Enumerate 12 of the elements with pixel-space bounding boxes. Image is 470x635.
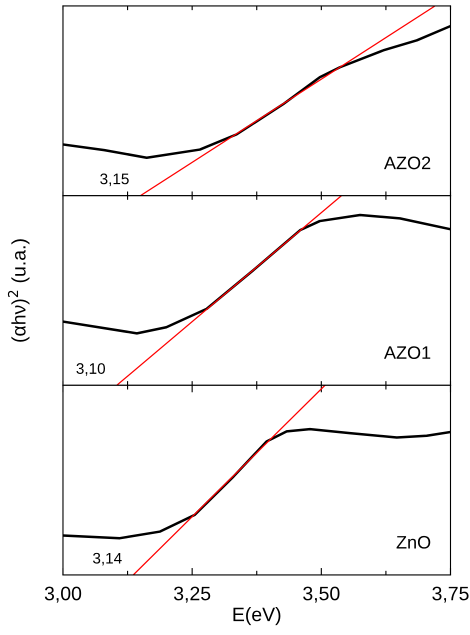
x-axis-title: E(eV): [233, 607, 280, 626]
annotation: AZO1: [384, 346, 430, 359]
annotation: 3,14: [92, 552, 122, 566]
x-tick-label: 3,50: [303, 586, 340, 603]
x-tick-label: 3,25: [174, 586, 210, 603]
annotation: 3,10: [76, 363, 106, 376]
y-axis-title: (αhν)$^{2}$ (u.a.): [8, 239, 30, 342]
x-tick-label: 3,00: [44, 586, 82, 603]
annotation: 3,15: [100, 173, 129, 186]
annotation: AZO2: [384, 156, 430, 170]
x-tick-label: 3,75: [432, 586, 469, 603]
annotation: ZnO: [396, 536, 430, 549]
